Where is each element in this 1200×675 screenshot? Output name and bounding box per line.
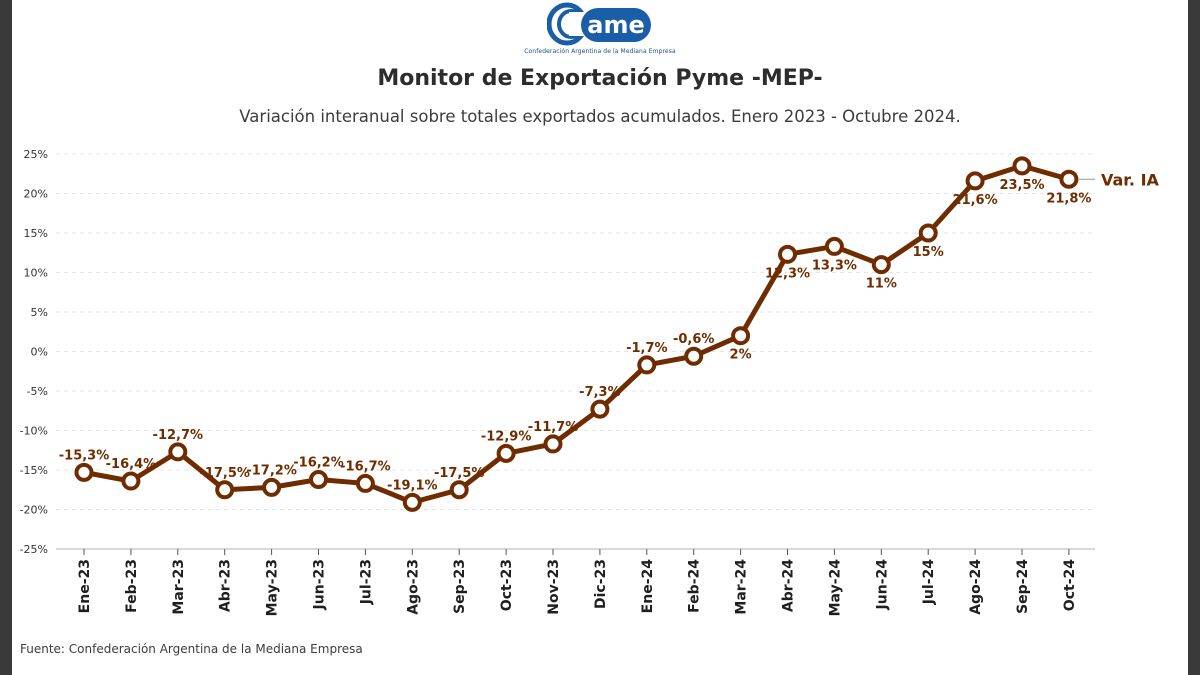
y-tick-label: -20% — [20, 504, 48, 517]
data-label: 12,3% — [765, 266, 810, 281]
data-point — [590, 399, 610, 419]
data-label: 21,6% — [953, 193, 998, 208]
x-tick-label: Jul-24 — [921, 559, 937, 606]
series-line — [81, 163, 1072, 505]
data-label: -19,1% — [387, 478, 438, 493]
data-point — [215, 480, 235, 500]
left-border — [0, 0, 12, 675]
x-tick-label: Feb-24 — [687, 559, 703, 613]
data-point — [449, 480, 469, 500]
data-label: 13,3% — [812, 258, 857, 273]
x-tick-label: Jun-23 — [312, 559, 328, 610]
data-point — [918, 223, 938, 243]
source-note: Fuente: Confederación Argentina de la Me… — [20, 642, 363, 656]
data-label: -7,3% — [579, 385, 620, 400]
data-point — [684, 346, 704, 366]
x-tick-label: Feb-23 — [124, 559, 140, 613]
x-tick-label: Abr-24 — [781, 559, 797, 612]
x-tick-label: Mar-24 — [734, 559, 750, 615]
data-point — [965, 171, 985, 191]
data-label: 2% — [730, 348, 752, 363]
y-tick-label: -15% — [20, 464, 48, 477]
data-label: 23,5% — [999, 178, 1044, 193]
data-point — [778, 244, 797, 264]
x-tick-label: Abr-23 — [218, 559, 234, 612]
data-point — [309, 469, 328, 489]
data-label: -1,7% — [626, 341, 667, 356]
x-tick-label: Sep-24 — [1015, 559, 1031, 614]
data-point — [121, 471, 141, 491]
svg-text:ame: ame — [587, 11, 644, 39]
y-tick-label: -25% — [20, 543, 48, 556]
data-label: -15,3% — [59, 448, 110, 463]
data-label: -16,4% — [106, 457, 157, 472]
x-tick-label: May-23 — [265, 559, 281, 616]
data-label: -17,5% — [199, 466, 250, 481]
logo-area: ame Confederación Argentina de la Median… — [0, 0, 1200, 62]
y-tick-label: -10% — [20, 425, 48, 438]
y-tick-label: 15% — [24, 227, 48, 240]
x-axis-ticks: Ene-23 Feb-23 Mar-23 Abr-23 May-23 Jun-23 Jul-… — [77, 549, 1078, 616]
data-point — [637, 355, 657, 375]
x-tick-label: Dic-23 — [593, 559, 609, 609]
data-labels: -15,3%-16,4%-12,7%-17,5%-17,2%-16,2%-16,… — [59, 170, 1160, 493]
x-tick-label: Ene-24 — [640, 559, 656, 614]
y-tick-label: -5% — [27, 385, 48, 398]
x-tick-label: Ene-23 — [77, 559, 93, 613]
x-tick-label: Oct-23 — [499, 559, 515, 611]
x-tick-label: Ago-23 — [405, 559, 421, 615]
data-point — [402, 492, 422, 512]
data-label: 11% — [866, 277, 897, 292]
data-point — [543, 434, 563, 454]
x-tick-label: Jun-24 — [874, 559, 890, 611]
data-label: -16,2% — [293, 455, 344, 470]
data-label: -17,5% — [434, 466, 485, 481]
x-tick-label: Jul-23 — [358, 559, 374, 605]
x-tick-label: Nov-23 — [546, 559, 562, 615]
series-var-ia — [74, 156, 1079, 512]
data-label: 21,8% — [1046, 191, 1091, 206]
x-tick-label: May-24 — [827, 559, 843, 617]
data-label: -12,7% — [153, 428, 204, 443]
x-tick-label: Ago-24 — [968, 559, 984, 615]
data-label: 15% — [913, 245, 944, 260]
data-point — [1059, 169, 1079, 189]
data-point — [871, 255, 891, 275]
data-label: -17,2% — [246, 463, 297, 478]
data-label: -0,6% — [673, 332, 714, 347]
grid-lines — [56, 153, 1095, 550]
y-tick-label: 25% — [24, 148, 48, 161]
data-point — [496, 443, 516, 463]
came-logo: ame — [547, 2, 651, 46]
data-point — [824, 236, 844, 256]
y-tick-label: 0% — [31, 346, 48, 359]
right-border — [1188, 0, 1200, 675]
series-name-label: Var. IA — [1101, 170, 1160, 189]
y-tick-label: 20% — [24, 188, 48, 201]
data-label: -12,9% — [481, 429, 532, 444]
data-label: -16,7% — [340, 459, 391, 474]
x-tick-label: Oct-24 — [1062, 559, 1078, 611]
data-point — [74, 462, 94, 482]
chart-subtitle: Variación interanual sobre totales expor… — [239, 107, 961, 126]
y-tick-label: 5% — [31, 306, 48, 319]
logo-caption: Confederación Argentina de la Mediana Em… — [524, 48, 676, 55]
data-point — [731, 326, 751, 346]
data-point — [1012, 156, 1032, 176]
y-tick-label: 10% — [24, 267, 48, 280]
data-point — [355, 473, 375, 493]
data-label: -11,7% — [528, 420, 579, 435]
y-axis-ticks: 25% 20% 15% 10% 5% 0% -5% -10% -15% -20% -25% — [20, 148, 48, 556]
x-tick-label: Mar-23 — [171, 559, 187, 615]
data-point — [262, 477, 282, 497]
data-point — [168, 442, 188, 462]
chart-title: Monitor de Exportación Pyme -MEP- — [377, 66, 823, 91]
x-tick-label: Sep-23 — [452, 559, 468, 614]
